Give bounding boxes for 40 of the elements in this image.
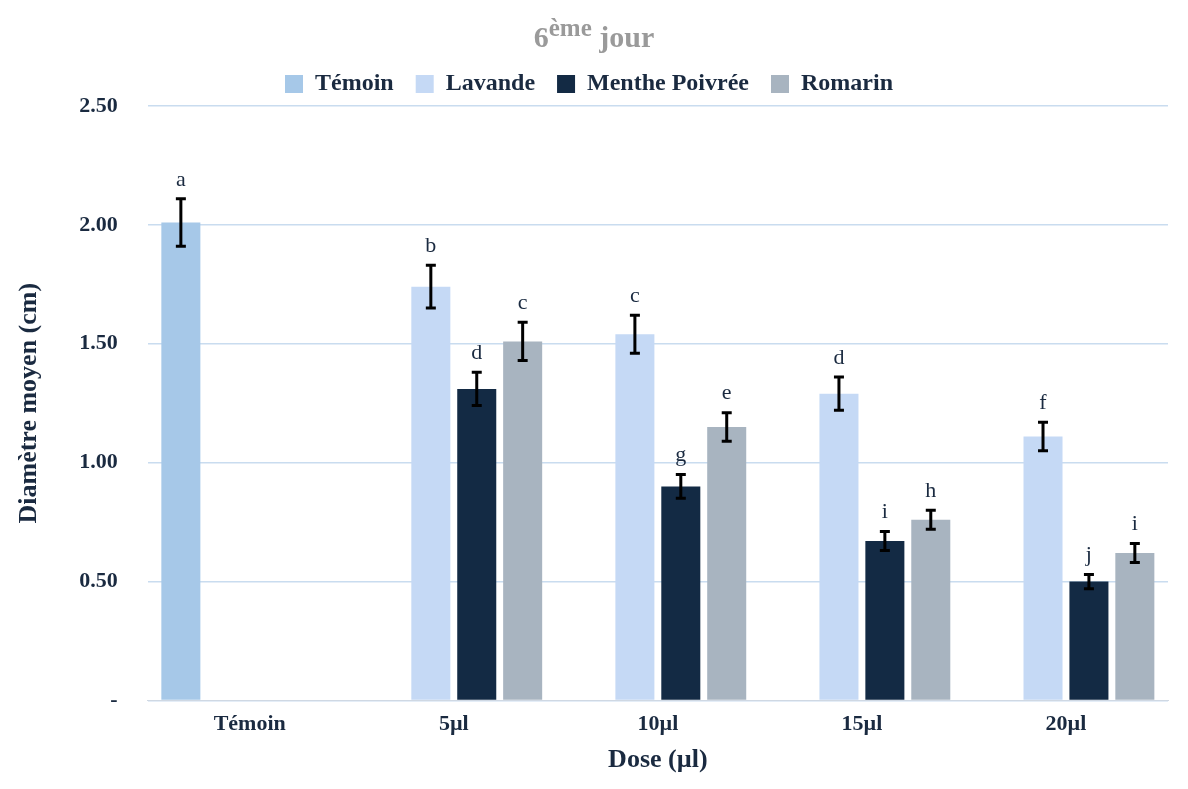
data-label: e (721, 379, 732, 405)
data-label: c (517, 289, 528, 315)
data-label: g (675, 441, 687, 467)
bar (457, 388, 497, 700)
data-label: c (630, 282, 641, 308)
y-tick-label: 0.50 (79, 567, 118, 593)
bar (707, 426, 747, 700)
x-tick-label: 20µl (1045, 710, 1087, 736)
legend-label: Romarin (800, 69, 893, 96)
data-label: a (175, 165, 186, 191)
data-label: d (833, 343, 845, 369)
y-tick-label: 2.00 (79, 210, 118, 236)
chart-title: 6$^{ème}$ jour (532, 13, 656, 53)
legend-label: Lavande (445, 69, 536, 96)
data-label: f (1039, 389, 1048, 414)
y-tick-label: 1.50 (79, 329, 118, 355)
x-tick-label: 15µl (841, 710, 883, 736)
bar (865, 541, 905, 700)
data-label: i (881, 498, 888, 524)
y-tick-label: 1.00 (79, 448, 118, 474)
data-label: d (471, 339, 483, 365)
y-axis-title: Diamètre moyen (cm) (13, 282, 43, 524)
x-axis-title: Dose (µl) (608, 744, 708, 774)
data-label: j (1084, 541, 1092, 567)
y-tick-label: - (110, 686, 118, 712)
x-tick-label: 5µl (438, 710, 469, 736)
bar (161, 222, 201, 700)
x-tick-label: Témoin (213, 710, 286, 736)
y-tick-label: 2.50 (79, 91, 118, 117)
data-label: i (1131, 510, 1138, 536)
bar (503, 341, 543, 700)
bar (1069, 581, 1109, 700)
data-label: b (425, 232, 437, 258)
bar (1115, 552, 1155, 700)
bar (661, 486, 701, 700)
legend-label: Menthe Poivrée (587, 69, 750, 96)
bar (911, 519, 951, 700)
x-tick-label: 10µl (637, 710, 679, 736)
legend-label: Témoin (315, 69, 394, 96)
data-label: h (925, 476, 937, 502)
